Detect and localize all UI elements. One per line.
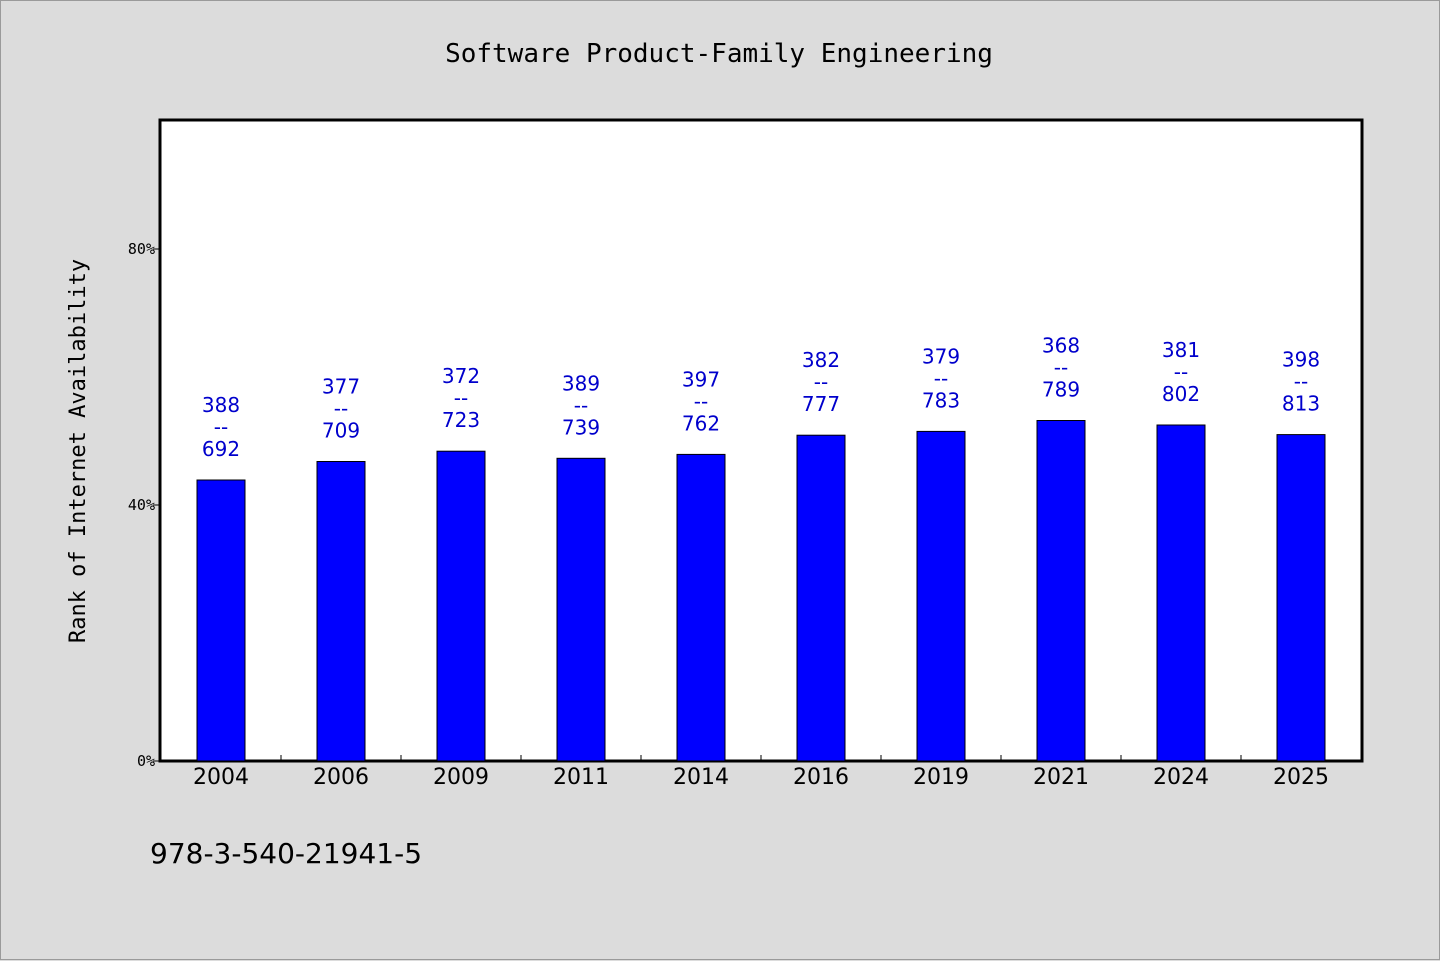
data-label-2024-0: 381: [1162, 338, 1200, 362]
data-label-2025-0: 398: [1282, 348, 1320, 372]
x-tick-label-2004: 2004: [193, 765, 249, 790]
data-label-2006-1: --: [334, 397, 348, 421]
bars-layer: [196, 420, 1326, 762]
data-label-2009-0: 372: [442, 364, 480, 388]
x-tick-label-2014: 2014: [673, 765, 729, 790]
chart-title: Software Product-Family Engineering: [445, 39, 993, 69]
data-label-2019-2: 783: [922, 388, 960, 412]
data-label-2024-2: 802: [1162, 382, 1200, 406]
isbn-text: 978-3-540-21941-5: [150, 837, 422, 870]
bar-2011: [556, 457, 606, 762]
data-label-2025-2: 813: [1282, 392, 1320, 416]
data-label-2006-0: 377: [322, 375, 360, 399]
x-tick-label-2016: 2016: [793, 765, 849, 790]
x-tick-label-2006: 2006: [313, 765, 369, 790]
y-tick-label-40: 40%: [128, 496, 155, 514]
y-axis-label: Rank of Internet Availability: [66, 259, 91, 643]
data-label-2004-2: 692: [202, 437, 240, 461]
data-label-2009-2: 723: [442, 408, 480, 432]
bar-2014: [676, 453, 726, 762]
bar-2024: [1156, 424, 1206, 762]
data-label-2014-2: 762: [682, 411, 720, 435]
bar-2004: [196, 479, 246, 762]
data-label-2006-2: 709: [322, 419, 360, 443]
data-label-2021-2: 789: [1042, 378, 1080, 402]
data-label-2019-0: 379: [922, 344, 960, 368]
data-label-2016-0: 382: [802, 348, 840, 372]
bar-2019: [916, 430, 966, 762]
data-label-2019-1: --: [934, 366, 948, 390]
data-label-2011-2: 739: [562, 415, 600, 439]
x-tick-label-2019: 2019: [913, 765, 969, 790]
data-label-2016-1: --: [814, 370, 828, 394]
bar-2016: [796, 434, 846, 762]
data-label-2025-1: --: [1294, 370, 1308, 394]
data-label-2004-1: --: [214, 415, 228, 439]
data-label-2009-1: --: [454, 386, 468, 410]
x-axis: 2004 2006 2009 2011 2014 2016 2019 2021 2024 2025: [193, 755, 1329, 790]
bar-2021: [1036, 420, 1086, 762]
data-label-2014-1: --: [694, 389, 708, 413]
data-label-2021-0: 368: [1042, 334, 1080, 358]
x-tick-label-2025: 2025: [1273, 765, 1329, 790]
data-label-2021-1: --: [1054, 356, 1068, 380]
bar-2006: [316, 461, 366, 762]
bar-2009: [436, 450, 486, 762]
data-label-2011-1: --: [574, 393, 588, 417]
data-labels-layer: 388--692377--709372--723389--739397--762…: [202, 334, 1320, 462]
data-label-2014-0: 397: [682, 367, 720, 391]
data-label-2016-2: 777: [802, 392, 840, 416]
bar-2025: [1276, 434, 1326, 762]
x-tick-label-2021: 2021: [1033, 765, 1089, 790]
y-axis: 0% 40% 80%: [128, 240, 161, 770]
data-label-2024-1: --: [1174, 360, 1188, 384]
x-tick-label-2009: 2009: [433, 765, 489, 790]
y-tick-label-0: 0%: [137, 752, 155, 770]
y-tick-label-80: 80%: [128, 240, 155, 258]
x-tick-label-2024: 2024: [1153, 765, 1209, 790]
x-tick-label-2011: 2011: [553, 765, 609, 790]
data-label-2004-0: 388: [202, 393, 240, 417]
data-label-2011-0: 389: [562, 371, 600, 395]
